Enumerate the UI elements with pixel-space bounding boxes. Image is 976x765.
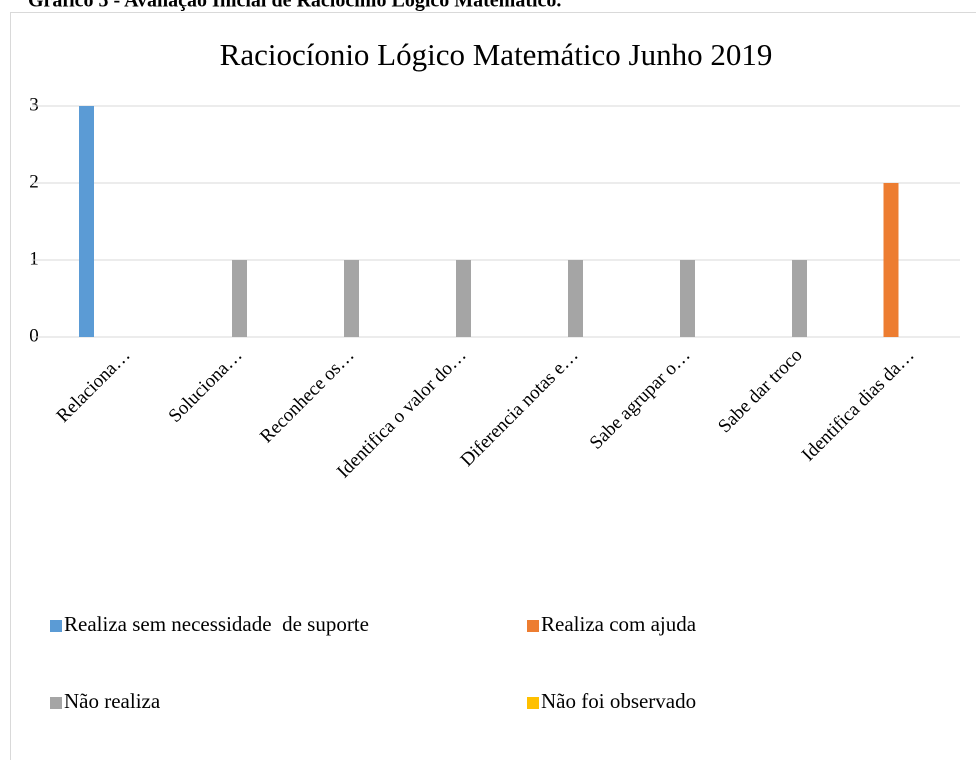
x-tick-label: Sabe dar troco <box>714 345 806 437</box>
chart-border <box>11 13 976 761</box>
legend-label: Realiza com ajuda <box>541 612 697 636</box>
y-tick-label: 3 <box>29 94 39 115</box>
legend-label: Realiza sem necessidade de suporte <box>64 612 369 636</box>
x-tick-label: Identifica dias da… <box>798 345 919 466</box>
chart-title: Raciocíonio Lógico Matemático Junho 2019 <box>220 37 773 72</box>
y-tick-label: 0 <box>29 325 39 346</box>
legend-label: Não foi observado <box>541 689 696 713</box>
bar <box>232 260 247 337</box>
bar <box>568 260 583 337</box>
bar <box>680 260 695 337</box>
bar <box>344 260 359 337</box>
bar <box>456 260 471 337</box>
legend-swatch <box>527 697 539 709</box>
bar <box>79 106 94 337</box>
caption: Gráfico 5 - Avaliação Inicial de Raciocí… <box>28 0 561 12</box>
x-tick-label: Reconhece os… <box>256 345 359 448</box>
x-tick-label: Sabe agrupar o… <box>586 345 695 454</box>
legend-swatch <box>527 620 539 632</box>
bar <box>884 183 899 337</box>
x-tick-label: Diferencia notas e… <box>457 345 583 471</box>
legend-swatch <box>50 620 62 632</box>
x-tick-label: Soluciona… <box>165 345 247 427</box>
x-tick-label: Relaciona… <box>53 345 135 427</box>
y-tick-label: 1 <box>29 248 39 269</box>
legend-label: Não realiza <box>64 689 161 713</box>
y-tick-label: 2 <box>29 171 39 192</box>
bar <box>792 260 807 337</box>
x-tick-label: Identifica o valor do… <box>333 345 471 483</box>
legend-swatch <box>50 697 62 709</box>
